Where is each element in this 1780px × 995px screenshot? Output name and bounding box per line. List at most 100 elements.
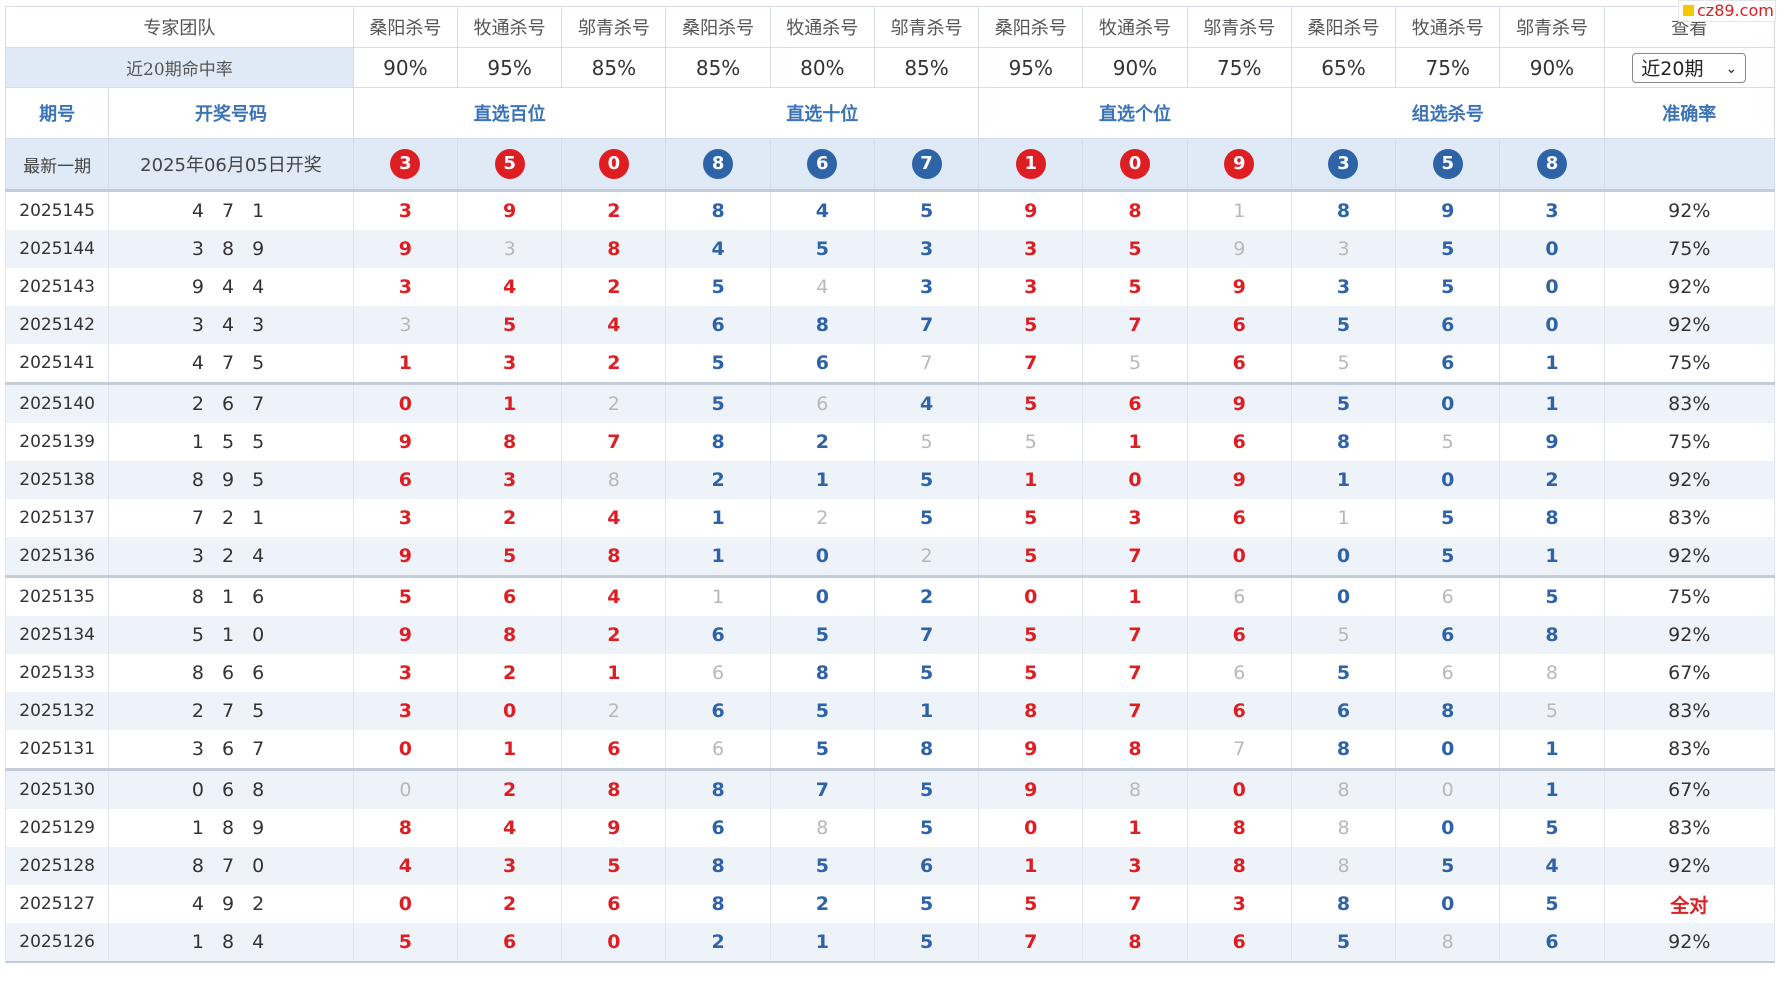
draw-number-cell: 5 1 0 <box>108 616 354 654</box>
draw-number-cell: 8 6 6 <box>108 654 354 692</box>
kill-number-cell: 1 <box>978 847 1084 885</box>
kill-number-cell: 0 <box>1186 768 1292 809</box>
hit-rate-value: 85% <box>873 47 980 88</box>
kill-number-cell: 3 <box>456 461 563 499</box>
kill-number-cell: 8 <box>1290 809 1397 847</box>
kill-number-cell: 5 <box>1290 616 1397 654</box>
period-select-cell: 近20期 ⌄ <box>1603 47 1776 88</box>
hit-rate-value: 90% <box>1499 47 1605 88</box>
kill-number-cell: 9 <box>561 809 667 847</box>
hit-rate-label: 近20期命中率 <box>5 47 354 88</box>
kill-number-cell: 7 <box>873 344 980 384</box>
kill-number-cell: 5 <box>873 923 980 963</box>
kill-number-cell: 8 <box>1499 654 1605 692</box>
period-cell: 2025127 <box>4 885 110 923</box>
kill-number-cell: 3 <box>1082 499 1188 537</box>
logo-square-icon <box>1683 5 1694 16</box>
kill-number-cell: 4 <box>873 382 980 423</box>
table-row: 2025145 4 7 1 3 9 2 8 4 5 9 8 1 8 9 3 92% <box>4 189 1776 230</box>
period-cell: 2025139 <box>4 423 110 461</box>
table-row: 2025127 4 9 2 0 2 6 8 2 5 5 7 3 8 0 5 全对 <box>4 885 1776 923</box>
kill-number-cell: 1 <box>456 382 563 423</box>
kill-number-cell: 2 <box>769 423 875 461</box>
hit-rate-value: 95% <box>978 47 1084 88</box>
kill-number-cell: 0 <box>1499 268 1605 306</box>
kill-number-cell: 0 <box>1186 537 1292 577</box>
kill-number-cell: 6 <box>1186 654 1292 692</box>
hit-rate-value: 90% <box>1082 47 1188 88</box>
kill-number-cell: 5 <box>1290 344 1397 384</box>
kill-number-cell: 5 <box>978 423 1084 461</box>
kill-number-cell: 3 <box>1499 189 1605 230</box>
kill-number-cell: 1 <box>769 923 875 963</box>
draw-number-cell: 3 8 9 <box>108 230 354 268</box>
kill-number-cell: 3 <box>873 230 980 268</box>
number-ball: 1 <box>1015 149 1046 179</box>
kill-number-cell: 3 <box>1082 847 1188 885</box>
kill-number-cell: 8 <box>1082 189 1188 230</box>
kill-number-cell: 5 <box>978 654 1084 692</box>
accuracy-cell: 75% <box>1603 230 1776 268</box>
kill-number-cell: 8 <box>665 885 771 923</box>
kill-number-cell: 9 <box>1186 382 1292 423</box>
kill-number-cell: 8 <box>561 768 667 809</box>
kill-number-cell: 4 <box>561 499 667 537</box>
kill-number-cell: 6 <box>561 730 667 770</box>
kill-number-cell: 1 <box>1499 537 1605 577</box>
period-cell: 2025141 <box>4 344 110 384</box>
kill-number-cell: 3 <box>456 344 563 384</box>
kill-number-cell: 5 <box>1290 654 1397 692</box>
accuracy-cell: 83% <box>1603 730 1776 770</box>
hit-rate-value: 90% <box>352 47 459 88</box>
kill-number-cell: 1 <box>561 654 667 692</box>
kill-number-cell: 5 <box>978 885 1084 923</box>
kill-number-cell: 5 <box>1395 847 1501 885</box>
kill-number-cell: 0 <box>1395 382 1501 423</box>
kill-number-cell: 6 <box>1395 306 1501 344</box>
period-select[interactable]: 近20期 ⌄ <box>1632 52 1747 83</box>
kill-number-cell: 2 <box>873 575 980 616</box>
kill-number-cell: 5 <box>873 461 980 499</box>
latest-ball-cell: 1 <box>978 138 1084 191</box>
table-row: 2025126 1 8 4 5 6 0 2 1 5 7 8 6 5 8 6 92% <box>4 923 1776 963</box>
kill-number-cell: 7 <box>978 344 1084 384</box>
draw-number-cell: 4 9 2 <box>108 885 354 923</box>
kill-number-cell: 4 <box>561 306 667 344</box>
latest-ball-cell: 3 <box>1290 138 1397 191</box>
kill-number-cell: 0 <box>1395 768 1501 809</box>
table-row: 2025143 9 4 4 3 4 2 5 4 3 3 5 9 3 5 0 92% <box>4 268 1776 306</box>
kill-number-cell: 9 <box>352 423 459 461</box>
kill-number-cell: 5 <box>1395 268 1501 306</box>
kill-number-cell: 1 <box>665 575 771 616</box>
expert-name: 邬青杀号 <box>873 6 980 48</box>
latest-ball-cell: 5 <box>1395 138 1501 191</box>
kill-number-cell: 5 <box>873 423 980 461</box>
kill-number-cell: 8 <box>1395 923 1501 963</box>
kill-number-cell: 6 <box>1395 654 1501 692</box>
kill-number-cell: 0 <box>1082 461 1188 499</box>
kill-number-cell: 0 <box>769 537 875 577</box>
kill-number-cell: 9 <box>352 537 459 577</box>
kill-number-cell: 4 <box>561 575 667 616</box>
kill-number-cell: 4 <box>769 268 875 306</box>
kill-number-cell: 5 <box>978 306 1084 344</box>
period-cell: 2025144 <box>4 230 110 268</box>
draw-number-cell: 2 7 5 <box>108 692 354 730</box>
kill-number-cell: 5 <box>769 730 875 770</box>
kill-number-cell: 5 <box>769 692 875 730</box>
kill-number-cell: 0 <box>1499 230 1605 268</box>
kill-number-cell: 7 <box>873 306 980 344</box>
kill-number-cell: 5 <box>769 847 875 885</box>
kill-number-cell: 7 <box>1186 730 1292 770</box>
kill-number-cell: 5 <box>352 923 459 963</box>
draw-number-cell: 3 6 7 <box>108 730 354 770</box>
kill-number-cell: 4 <box>456 809 563 847</box>
kill-number-table-panel: 专家团队 桑阳杀号 牧通杀号 邬青杀号 桑阳杀号 牧通杀号 邬青杀号 桑阳杀号 牧通杀号 邬青杀… <box>4 6 1776 963</box>
kill-number-cell: 1 <box>665 499 771 537</box>
kill-number-cell: 0 <box>1395 809 1501 847</box>
kill-number-cell: 1 <box>1290 499 1397 537</box>
latest-ball-cell: 6 <box>769 138 875 191</box>
kill-number-cell: 4 <box>665 230 771 268</box>
kill-number-cell: 9 <box>352 230 459 268</box>
kill-number-cell: 3 <box>352 268 459 306</box>
